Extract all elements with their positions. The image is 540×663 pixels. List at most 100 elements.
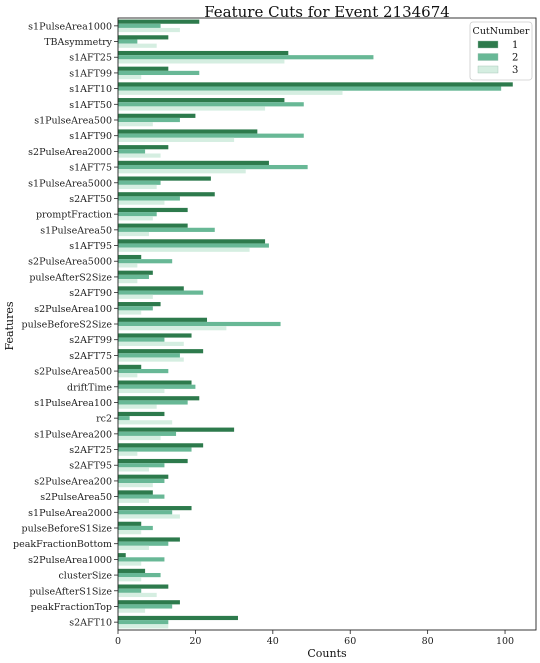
bar-s2aft50-cut-2	[118, 196, 180, 201]
x-axis-label: Counts	[307, 647, 347, 660]
y-tick-label-tbasymmetry: TBAsymmetry	[44, 37, 112, 48]
bar-s1pulsearea200-cut-2	[118, 431, 177, 436]
y-tick-label-s1pulsearea2000: s1PulseArea2000	[28, 508, 112, 519]
bar-s2aft50-cut-3	[118, 200, 165, 205]
y-tick-label-pulseafters1size: pulseAfterS1Size	[29, 586, 112, 597]
bar-peakfractiontop-cut-1	[118, 600, 180, 605]
bar-pulsebefores1size-cut-3	[118, 530, 142, 535]
bar-s2aft10-cut-3	[118, 624, 169, 629]
bar-s1pulsearea50-cut-1	[118, 223, 188, 228]
y-tick-label-s2pulsearea100: s2PulseArea100	[34, 304, 112, 315]
y-tick-label-s1aft95: s1AFT95	[69, 241, 112, 252]
bar-s1aft25-cut-2	[118, 55, 374, 60]
x-tick-label-80: 80	[422, 636, 434, 647]
bar-s1pulsearea100-cut-1	[118, 396, 200, 401]
bar-promptfraction-cut-2	[118, 212, 157, 217]
bar-s2aft75-cut-2	[118, 353, 180, 358]
bar-s2aft90-cut-2	[118, 290, 204, 295]
legend-swatch-cut-3	[477, 65, 499, 74]
bar-s1aft75-cut-2	[118, 164, 308, 170]
x-tick-label-0: 0	[115, 636, 121, 647]
bar-s1aft75-cut-1	[118, 160, 269, 165]
bar-drifttime-cut-1	[118, 380, 192, 385]
y-tick-label-s2pulsearea50: s2PulseArea50	[40, 492, 112, 503]
bar-s2pulsearea200-cut-2	[118, 478, 165, 484]
y-tick-label-s1aft75: s1AFT75	[69, 163, 112, 174]
bar-s1aft95-cut-2	[118, 243, 269, 248]
bar-s1aft25-cut-1	[118, 50, 289, 56]
y-tick-label-s1pulsearea200: s1PulseArea200	[34, 429, 112, 440]
y-tick-label-s1pulsearea5000: s1PulseArea5000	[28, 178, 112, 189]
bar-clustersize-cut-2	[118, 572, 161, 578]
legend-label-cut-2: 2	[512, 53, 518, 64]
bar-s1pulsearea500-cut-3	[118, 122, 153, 127]
bar-s1pulsearea1000-cut-1	[118, 19, 200, 24]
bar-s2aft75-cut-1	[118, 349, 204, 354]
bar-s1pulsearea50-cut-2	[118, 227, 215, 232]
bar-s2pulsearea1000-cut-3	[118, 561, 142, 566]
legend-label-cut-1: 1	[512, 40, 518, 51]
y-tick-label-s1pulsearea100: s1PulseArea100	[34, 398, 112, 409]
bar-s2aft99-cut-2	[118, 337, 165, 342]
bar-pulseafters2size-cut-3	[118, 279, 138, 284]
bar-s2aft99-cut-3	[118, 341, 184, 346]
bar-s1pulsearea2000-cut-3	[118, 514, 180, 519]
bar-s2pulsearea2000-cut-2	[118, 149, 146, 154]
bar-s2pulsearea1000-cut-1	[118, 553, 126, 558]
bar-s1aft10-cut-2	[118, 86, 502, 91]
bar-s1pulsearea1000-cut-2	[118, 23, 161, 28]
bar-s2aft90-cut-1	[118, 286, 184, 291]
legend-title: CutNumber	[473, 26, 530, 37]
bar-s2pulsearea500-cut-1	[118, 364, 142, 369]
bar-s2pulsearea100-cut-3	[118, 310, 142, 315]
bar-s1aft95-cut-1	[118, 239, 266, 244]
y-tick-label-promptfraction: promptFraction	[36, 210, 112, 221]
y-tick-label-s2pulsearea500: s2PulseArea500	[34, 367, 112, 378]
bar-s1aft95-cut-3	[118, 247, 250, 252]
legend-box	[469, 21, 533, 81]
bar-s2aft99-cut-1	[118, 333, 192, 338]
bar-drifttime-cut-2	[118, 384, 196, 389]
bar-peakfractiontop-cut-3	[118, 608, 146, 613]
bar-s2pulsearea100-cut-2	[118, 306, 153, 311]
bar-pulseafters1size-cut-2	[118, 588, 142, 593]
bar-s2pulsearea50-cut-1	[118, 490, 153, 495]
bar-pulseafters1size-cut-3	[118, 592, 157, 598]
y-tick-label-peakfractionbottom: peakFractionBottom	[13, 539, 112, 550]
bar-s1pulsearea5000-cut-3	[118, 184, 157, 190]
bar-s1aft10-cut-3	[118, 90, 343, 95]
legend-swatch-cut-2	[477, 53, 499, 61]
bar-s2aft95-cut-3	[118, 467, 149, 472]
y-tick-label-s1aft10: s1AFT10	[69, 84, 112, 95]
x-tick-label-20: 20	[189, 636, 201, 647]
y-tick-label-rc2: rc2	[96, 414, 112, 425]
bar-tbasymmetry-cut-2	[118, 39, 138, 44]
bar-s1pulsearea500-cut-2	[118, 117, 180, 123]
x-tick-label-40: 40	[267, 636, 279, 647]
bar-pulsebefores1size-cut-1	[118, 521, 142, 526]
bar-peakfractionbottom-cut-2	[118, 541, 169, 546]
bar-peakfractiontop-cut-2	[118, 604, 173, 609]
bar-drifttime-cut-3	[118, 388, 165, 394]
bar-s1aft99-cut-2	[118, 70, 200, 76]
bar-s1pulsearea100-cut-3	[118, 404, 157, 409]
bar-s2aft25-cut-2	[118, 447, 192, 452]
y-tick-label-s1aft90: s1AFT90	[69, 131, 112, 142]
y-tick-label-s2aft10: s2AFT10	[69, 618, 112, 629]
bar-tbasymmetry-cut-1	[118, 35, 169, 40]
bar-rc2-cut-2	[118, 416, 130, 421]
y-tick-label-pulseafters2size: pulseAfterS2Size	[29, 272, 112, 283]
bar-s2pulsearea500-cut-2	[118, 368, 169, 374]
chart-title: Feature Cuts for Event 2134674	[204, 3, 450, 21]
legend-swatch-cut-1	[477, 40, 499, 49]
y-tick-label-pulsebefores2size: pulseBeforeS2Size	[22, 320, 113, 331]
bar-s1pulsearea200-cut-1	[118, 427, 235, 432]
bar-s2pulsearea50-cut-2	[118, 494, 165, 499]
y-tick-label-s2pulsearea5000: s2PulseArea5000	[28, 257, 112, 268]
bar-s1pulsearea5000-cut-2	[118, 180, 161, 185]
bar-s1aft25-cut-3	[118, 59, 285, 64]
bar-s1pulsearea5000-cut-1	[118, 176, 211, 181]
y-tick-label-s2aft25: s2AFT25	[69, 445, 112, 456]
bar-s1aft50-cut-1	[118, 98, 285, 103]
bar-promptfraction-cut-1	[118, 207, 188, 213]
